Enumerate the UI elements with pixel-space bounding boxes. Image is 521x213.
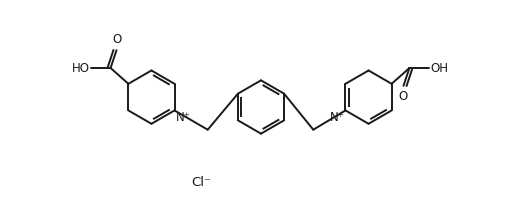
Text: N⁺: N⁺ bbox=[330, 111, 344, 124]
Text: O: O bbox=[399, 90, 408, 103]
Text: OH: OH bbox=[430, 62, 448, 75]
Text: N⁺: N⁺ bbox=[176, 111, 190, 124]
Text: Cl⁻: Cl⁻ bbox=[191, 176, 211, 189]
Text: O: O bbox=[112, 33, 121, 46]
Text: HO: HO bbox=[72, 62, 90, 75]
